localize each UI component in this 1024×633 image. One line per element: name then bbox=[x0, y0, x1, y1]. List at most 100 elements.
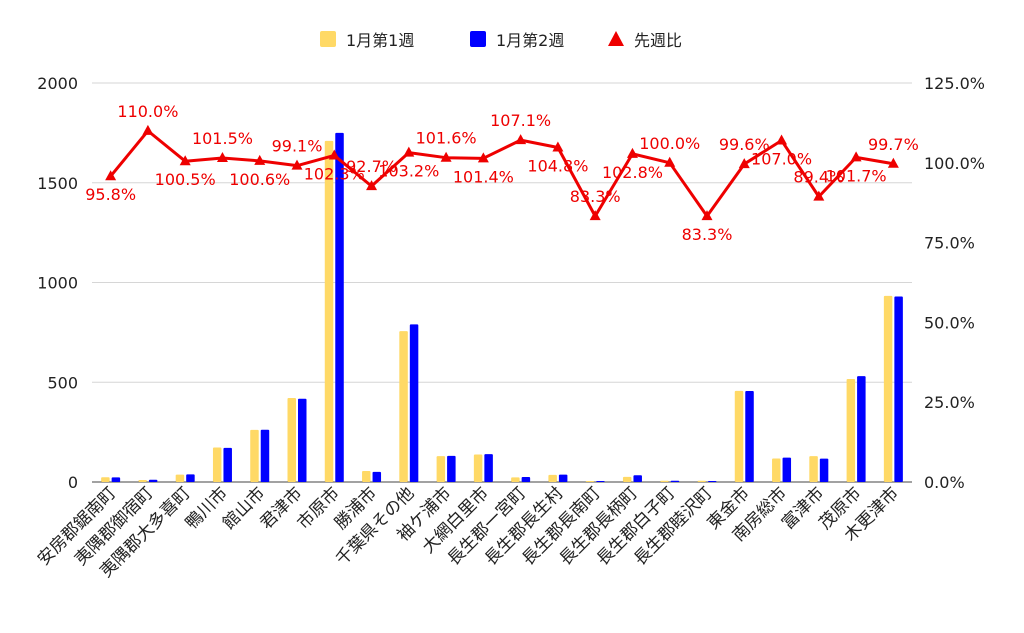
legend-label: 先週比 bbox=[634, 31, 682, 50]
bar-week1 bbox=[548, 474, 557, 482]
ratio-marker bbox=[589, 210, 601, 221]
legend-swatch-week2 bbox=[470, 31, 486, 47]
bar-week2 bbox=[372, 471, 382, 482]
bar-week1 bbox=[436, 456, 446, 482]
bar-week1 bbox=[399, 331, 408, 482]
ratio-marker bbox=[664, 156, 676, 167]
bar-week1 bbox=[734, 390, 744, 482]
legend-label: 1月第1週 bbox=[346, 31, 414, 50]
bar-week1 bbox=[175, 474, 185, 482]
ratio-marker bbox=[254, 154, 266, 165]
data-labels: 95.8% 110.0% 100.5% 101.5% 100.6% 99.1% 102.3%… bbox=[85, 102, 919, 244]
ratio-marker bbox=[477, 152, 489, 163]
ratio-marker bbox=[179, 155, 191, 166]
bar-week2 bbox=[335, 132, 344, 482]
bar-week1 bbox=[622, 476, 632, 482]
bar-week2 bbox=[484, 454, 493, 482]
ratio-label: 102.8% bbox=[602, 163, 663, 182]
bar-week1 bbox=[585, 481, 595, 482]
ratio-label: 107.1% bbox=[490, 111, 551, 130]
bar-week2 bbox=[558, 474, 568, 482]
ratio-label: 100.6% bbox=[229, 170, 290, 189]
ratio-label: 89.4% bbox=[793, 168, 844, 187]
bar-week2 bbox=[186, 474, 195, 482]
bar-week1 bbox=[138, 480, 147, 482]
bar-week1 bbox=[697, 480, 706, 482]
bar-week2 bbox=[819, 458, 829, 482]
bar-week2 bbox=[223, 447, 232, 482]
legend-label: 1月第2週 bbox=[496, 31, 564, 50]
ratio-label: 95.8% bbox=[85, 185, 136, 204]
y-right-tick-label: 25.0% bbox=[924, 393, 975, 412]
y-right-tick-label: 125.0% bbox=[924, 74, 985, 93]
y-right-tick-label: 0.0% bbox=[924, 473, 965, 492]
ratio-label: 107.0% bbox=[751, 149, 812, 168]
ratio-marker bbox=[515, 134, 527, 145]
ratio-marker bbox=[552, 141, 564, 152]
bar-week2 bbox=[521, 477, 531, 482]
bar-week1 bbox=[660, 480, 669, 482]
ratio-marker bbox=[813, 190, 825, 201]
ratio-label: 110.0% bbox=[117, 102, 178, 121]
ratio-label: 83.3% bbox=[682, 225, 733, 244]
bar-week2 bbox=[409, 324, 419, 482]
bar-week2 bbox=[298, 398, 307, 482]
ratio-marker bbox=[142, 124, 154, 135]
ratio-marker bbox=[738, 158, 750, 169]
bar-week2 bbox=[857, 376, 866, 482]
ratio-label: 101.5% bbox=[192, 129, 253, 148]
ratio-label: 99.1% bbox=[272, 137, 323, 156]
ratio-marker bbox=[887, 157, 899, 168]
y-left-tick-label: 1500 bbox=[37, 174, 78, 193]
ratio-label: 101.7% bbox=[826, 166, 887, 185]
bar-week1 bbox=[212, 447, 222, 482]
bar-week2 bbox=[894, 296, 903, 482]
bar-week1 bbox=[324, 140, 334, 483]
bar-week2 bbox=[148, 479, 158, 482]
bar-week1 bbox=[287, 398, 296, 482]
bar-week2 bbox=[260, 429, 270, 482]
ratio-marker bbox=[701, 210, 713, 221]
ratio-label: 99.6% bbox=[719, 135, 770, 154]
ratio-marker bbox=[366, 180, 378, 191]
ratio-label: 101.4% bbox=[453, 167, 514, 186]
legend: 1月第1週 1月第2週 先週比 bbox=[320, 31, 682, 50]
bar-week1 bbox=[772, 458, 781, 482]
ratio-marker bbox=[776, 134, 788, 145]
bars bbox=[101, 132, 903, 483]
ratio-label: 104.8% bbox=[527, 156, 588, 175]
ratio-label: 100.0% bbox=[639, 134, 700, 153]
legend-marker-ratio bbox=[608, 31, 624, 46]
bar-week1 bbox=[250, 429, 259, 482]
ratio-marker bbox=[440, 151, 452, 162]
y-right-tick-label: 50.0% bbox=[924, 313, 975, 332]
ratio-marker bbox=[626, 147, 638, 158]
axes: 0 500 1000 1500 2000 0.0% 25.0% 50.0% 75.0% 100.0… bbox=[37, 74, 985, 492]
bar-week1 bbox=[511, 477, 520, 482]
ratio-marker bbox=[850, 151, 862, 162]
bar-week2 bbox=[633, 475, 642, 482]
bar-week1 bbox=[101, 477, 110, 482]
bar-week2 bbox=[111, 477, 121, 482]
ratio-marker bbox=[291, 159, 303, 170]
bar-week1 bbox=[883, 295, 893, 482]
ratio-label: 103.2% bbox=[378, 162, 439, 181]
y-right-tick-label: 75.0% bbox=[924, 234, 975, 253]
ratio-label: 100.5% bbox=[155, 170, 216, 189]
legend-swatch-week1 bbox=[320, 31, 336, 47]
ratio-line bbox=[109, 129, 894, 218]
y-left-tick-label: 2000 bbox=[37, 74, 78, 93]
ratio-marker bbox=[403, 146, 415, 157]
y-left-tick-label: 0 bbox=[68, 473, 78, 492]
bar-week2 bbox=[447, 455, 456, 482]
bar-week1 bbox=[809, 456, 818, 482]
ratio-label: 92.7% bbox=[346, 157, 397, 176]
y-right-tick-label: 100.0% bbox=[924, 154, 985, 173]
bar-week2 bbox=[708, 481, 717, 482]
ratio-label: 83.3% bbox=[570, 187, 621, 206]
ratio-marker bbox=[328, 149, 340, 160]
y-left-tick-label: 500 bbox=[47, 373, 78, 392]
ratio-label: 99.7% bbox=[868, 135, 919, 154]
